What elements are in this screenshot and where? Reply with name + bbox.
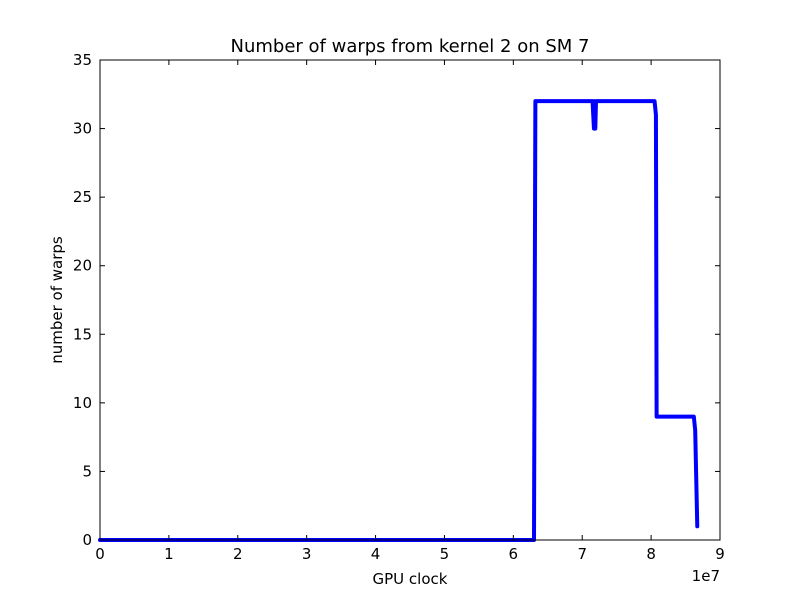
- y-tick-label: 20: [73, 257, 92, 275]
- series-line-0: [98, 99, 700, 542]
- y-tick-label: 25: [73, 188, 92, 206]
- y-tick-label: 30: [73, 120, 92, 138]
- plot-frame: [99, 59, 721, 541]
- x-tick-label: 5: [440, 545, 450, 563]
- y-tick-label: 35: [73, 51, 92, 69]
- x-axis-label: GPU clock: [373, 570, 448, 588]
- x-tick-label: 1: [164, 545, 174, 563]
- y-tick-label: 10: [73, 394, 92, 412]
- y-tick-label: 0: [82, 531, 92, 549]
- y-axis-label: number of warps: [48, 236, 66, 364]
- x-tick-label: 0: [95, 545, 105, 563]
- x-tick-label: 8: [646, 545, 656, 563]
- chart-title: Number of warps from kernel 2 on SM 7: [231, 36, 590, 57]
- x-tick-label: 7: [577, 545, 587, 563]
- x-tick-label: 6: [509, 545, 519, 563]
- x-tick-label: 4: [371, 545, 381, 563]
- x-tick-label: 2: [233, 545, 243, 563]
- y-tick-label: 15: [73, 325, 92, 343]
- x-axis-offset-label: 1e7: [692, 567, 720, 585]
- y-tick-label: 5: [82, 462, 92, 480]
- x-tick-label: 9: [715, 545, 725, 563]
- x-tick-label: 3: [302, 545, 312, 563]
- plot-area: 0 1 2 3 4 5 6 7 8 9 0 5 10 15 20 25 30 35: [73, 51, 725, 563]
